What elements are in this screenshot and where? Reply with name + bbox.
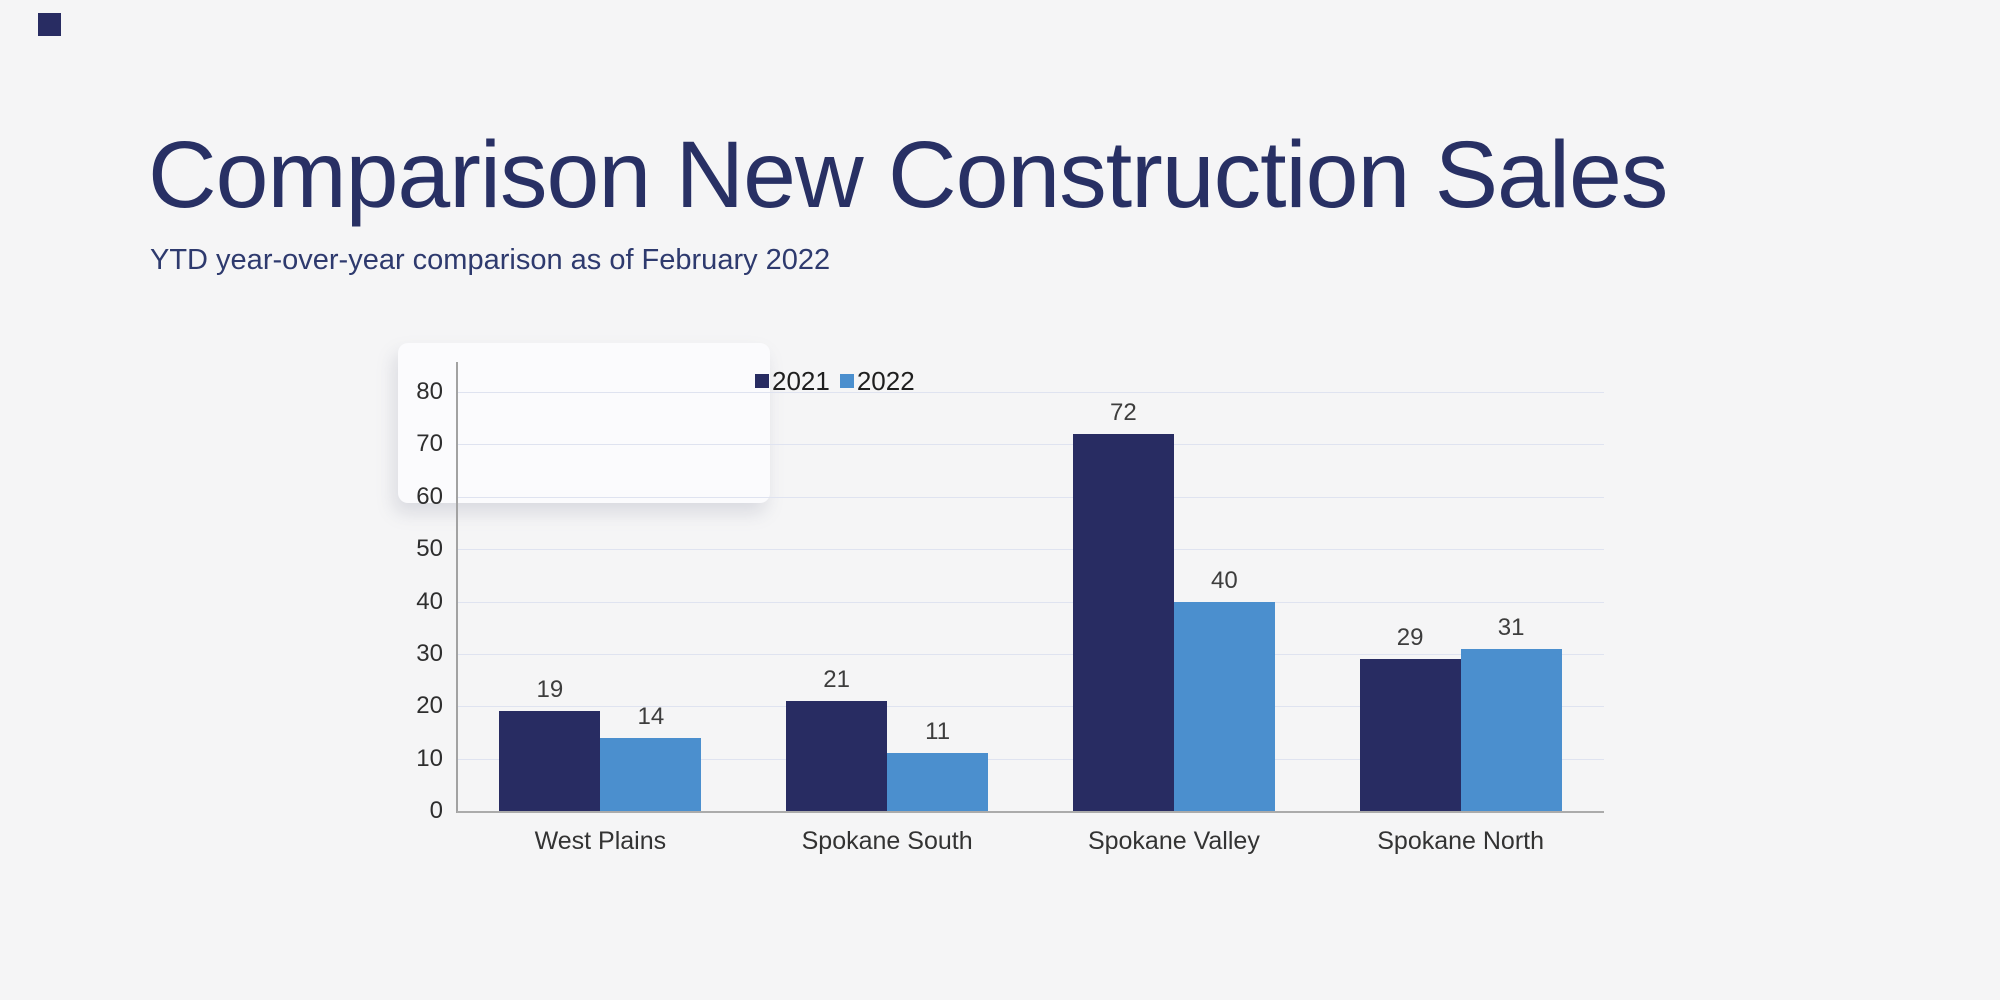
bar-2021-spokane-valley <box>1072 433 1174 811</box>
x-axis-category-label: Spokane Valley <box>1087 827 1260 855</box>
y-axis-tick-label: 0 <box>429 797 443 824</box>
y-axis-tick-label: 60 <box>416 482 443 510</box>
gridline <box>457 496 1604 498</box>
y-axis-tick-label: 40 <box>416 587 443 615</box>
chart-background-card <box>398 343 770 503</box>
y-axis-tick-label: 10 <box>416 744 443 772</box>
page-title: Comparison New Construction Sales <box>148 122 1668 228</box>
x-axis-line <box>457 811 1604 813</box>
y-axis-line <box>456 362 458 813</box>
bar-value-label: 19 <box>536 676 564 704</box>
gridline <box>457 706 1604 708</box>
bar-value-label: 29 <box>1396 624 1424 652</box>
bar-2022-west-plains <box>600 737 702 811</box>
bar-value-label: 14 <box>637 702 665 730</box>
x-axis-category-label: West Plains <box>534 827 667 855</box>
x-axis-category-label: Spokane North <box>1377 827 1545 855</box>
bar-value-label: 72 <box>1110 398 1137 426</box>
legend-label: 2022 <box>856 366 915 396</box>
y-axis-tick-label: 50 <box>416 535 443 563</box>
legend-marker-icon <box>839 374 854 388</box>
page-subtitle: YTD year-over-year comparison as of Febr… <box>150 244 831 276</box>
bar-value-label: 40 <box>1211 566 1238 594</box>
y-axis-tick-label: 80 <box>416 378 443 405</box>
gridline <box>457 549 1604 551</box>
legend-marker-icon <box>755 374 769 388</box>
bar-2022-spokane-valley <box>1173 601 1275 811</box>
bar-2021-spokane-north <box>1359 659 1461 811</box>
legend-item-2021: 2021 <box>755 368 830 394</box>
gridline <box>457 758 1604 760</box>
accent-square-icon <box>38 13 61 36</box>
gridline <box>457 392 1604 393</box>
bar-value-label: 21 <box>823 666 850 693</box>
bar-value-label: 31 <box>1497 613 1525 641</box>
chart-legend: 2021 2022 <box>755 368 925 394</box>
gridline <box>457 601 1604 603</box>
y-axis-tick-label: 30 <box>416 639 443 667</box>
bar-2022-spokane-north <box>1460 648 1562 811</box>
y-axis-tick-label: 20 <box>416 692 443 720</box>
legend-item-2022: 2022 <box>839 366 915 396</box>
bar-2021-west-plains <box>499 711 601 811</box>
gridline <box>457 444 1604 446</box>
legend-label: 2021 <box>772 366 830 396</box>
gridline <box>457 653 1604 655</box>
bar-value-label: 11 <box>925 718 951 746</box>
bar-2021-spokane-south <box>786 701 888 811</box>
x-axis-category-label: Spokane South <box>801 827 973 855</box>
y-axis-tick-label: 70 <box>416 430 443 458</box>
bar-2022-spokane-south <box>887 753 989 811</box>
